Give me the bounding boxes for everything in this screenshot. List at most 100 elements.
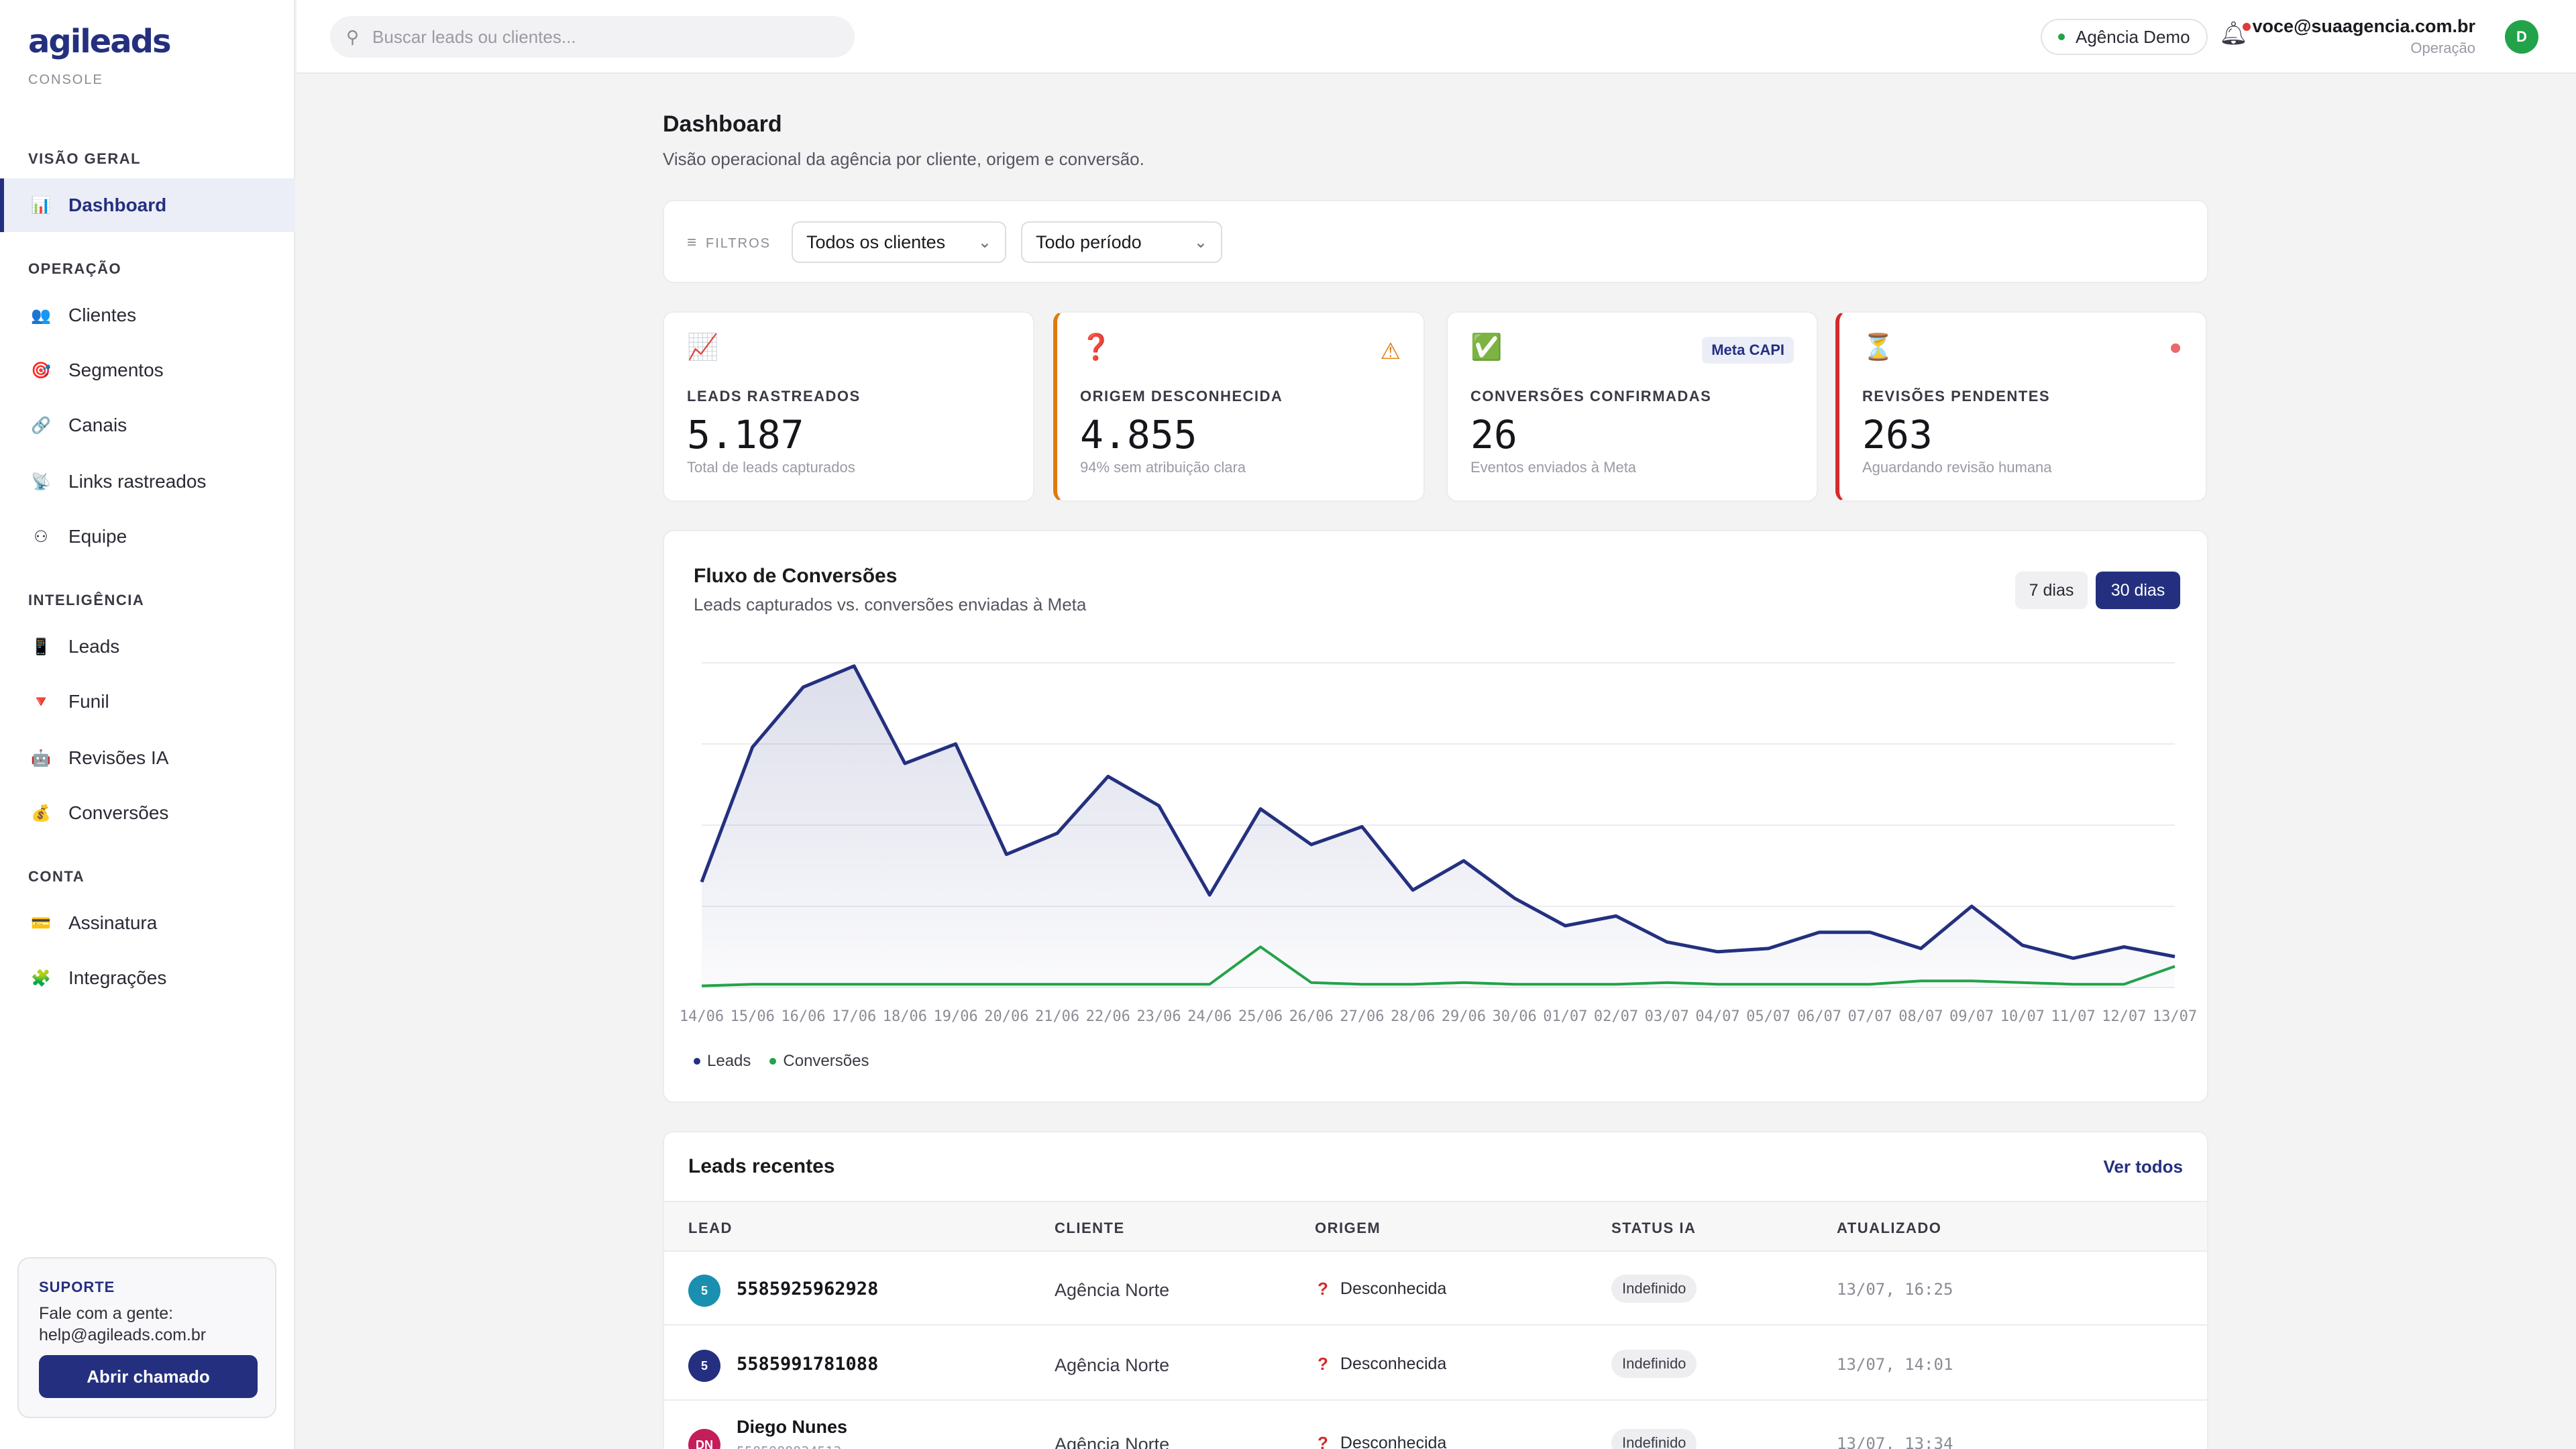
x-tick-label: 28/06: [1391, 1008, 1435, 1025]
view-all-link[interactable]: Ver todos: [2103, 1157, 2183, 1177]
agency-selector[interactable]: Agência Demo: [2041, 19, 2208, 55]
range-7-days-button[interactable]: 7 dias: [2015, 572, 2088, 609]
chevron-down-icon: ⌄: [1193, 233, 1208, 252]
page-subtitle: Visão operacional da agência por cliente…: [663, 149, 1144, 169]
x-tick-label: 07/07: [1848, 1008, 1892, 1025]
chevron-down-icon: ⌄: [977, 233, 991, 252]
column-header-lead[interactable]: LEAD: [688, 1220, 733, 1236]
brand-logo[interactable]: agileads: [28, 23, 172, 60]
sidebar-item-assinatura[interactable]: 💳 Assinatura: [0, 896, 295, 950]
people-icon: 👥: [31, 306, 51, 325]
sidebar-item-label: Equipe: [68, 526, 127, 547]
user-menu[interactable]: voce@suaagencia.com.br Operação: [2253, 16, 2475, 57]
search-input[interactable]: ⚲ Buscar leads ou clientes...: [330, 16, 855, 58]
kpi-card-conversions: ✅ Meta CAPI CONVERSÕES CONFIRMADAS 26 Ev…: [1446, 311, 1818, 502]
table-row[interactable]: 5 5585925962928 Agência Norte ? Desconhec…: [664, 1252, 2207, 1326]
kpi-value: 26: [1470, 412, 1517, 458]
bar-chart-icon: 📊: [31, 196, 51, 215]
open-ticket-button[interactable]: Abrir chamado: [39, 1355, 258, 1398]
column-header-updated[interactable]: ATUALIZADO: [1837, 1220, 1942, 1236]
hourglass-icon: ⏳: [1862, 333, 1894, 362]
client-select[interactable]: Todos os clientes ⌄: [792, 221, 1006, 263]
phone-icon: 📱: [31, 637, 51, 656]
x-tick-label: 22/06: [1086, 1008, 1130, 1025]
conversion-flow-card: Fluxo de Conversões Leads capturados vs.…: [663, 530, 2208, 1103]
check-icon: ✅: [1470, 333, 1503, 362]
status-dot: [2058, 34, 2065, 40]
filters-label-text: FILTROS: [706, 236, 771, 251]
x-tick-label: 01/07: [1543, 1008, 1587, 1025]
kpi-label: CONVERSÕES CONFIRMADAS: [1470, 388, 1712, 405]
support-title: SUPORTE: [39, 1279, 115, 1295]
section-title-overview: VISÃO GERAL: [28, 150, 142, 167]
column-header-status[interactable]: STATUS IA: [1611, 1220, 1697, 1236]
kpi-label: ORIGEM DESCONHECIDA: [1080, 388, 1283, 405]
lead-name[interactable]: Diego Nunes: [737, 1417, 848, 1437]
sidebar-item-label: Dashboard: [68, 195, 167, 215]
sidebar-item-revisoes-ia[interactable]: 🤖 Revisões IA: [0, 731, 295, 785]
sidebar-item-equipe[interactable]: ⚇ Equipe: [0, 510, 295, 564]
lead-client: Agência Norte: [1055, 1434, 1170, 1449]
avatar[interactable]: D: [2505, 20, 2538, 54]
legend-swatch: [694, 1058, 700, 1065]
x-tick-label: 17/06: [832, 1008, 876, 1025]
sidebar-item-segmentos[interactable]: 🎯 Segmentos: [0, 343, 295, 397]
sidebar-item-integracoes[interactable]: 🧩 Integrações: [0, 951, 295, 1005]
support-box: SUPORTE Fale com a gente: help@agileads.…: [17, 1257, 276, 1418]
sidebar-item-conversoes[interactable]: 💰 Conversões: [0, 786, 295, 840]
x-tick-label: 15/06: [731, 1008, 775, 1025]
question-icon: ❓: [1080, 333, 1112, 362]
legend-label: Leads: [707, 1052, 751, 1070]
period-select[interactable]: Todo período ⌄: [1021, 221, 1222, 263]
topbar: ⚲ Buscar leads ou clientes... Agência De…: [297, 0, 2576, 74]
conversion-chart: 14/06 15/06 16/06 17/06 18/06 19/06 20/06 21/06…: [680, 662, 2197, 1025]
x-tick-label: 08/07: [1898, 1008, 1943, 1025]
client-select-value: Todos os clientes: [806, 231, 946, 252]
x-tick-label: 24/06: [1187, 1008, 1232, 1025]
x-tick-label: 29/06: [1442, 1008, 1486, 1025]
x-tick-label: 21/06: [1035, 1008, 1079, 1025]
lead-origin: ? Desconhecida: [1318, 1354, 1446, 1375]
lead-updated: 13/07, 14:01: [1837, 1355, 1953, 1374]
lead-avatar: DN: [688, 1429, 720, 1449]
sidebar-item-links-rastreados[interactable]: 📡 Links rastreados: [0, 455, 295, 508]
filters-label: ≡ FILTROS: [687, 233, 771, 252]
search-icon: ⚲: [346, 26, 360, 47]
table-row[interactable]: DN Diego Nunes 5585988834513 Agência Nor…: [664, 1402, 2207, 1449]
target-icon: 🎯: [31, 361, 51, 380]
credit-card-icon: 💳: [31, 914, 51, 932]
user-email: voce@suaagencia.com.br: [2252, 16, 2475, 36]
support-email: help@agileads.com.br: [39, 1326, 207, 1344]
range-30-days-button[interactable]: 30 dias: [2096, 572, 2180, 609]
sidebar-item-clientes[interactable]: 👥 Clientes: [0, 288, 295, 342]
sidebar-item-label: Conversões: [68, 802, 169, 823]
lead-origin: ? Desconhecida: [1318, 1279, 1446, 1299]
x-tick-label: 04/07: [1695, 1008, 1739, 1025]
x-tick-label: 20/06: [984, 1008, 1028, 1025]
lead-avatar: 5: [688, 1350, 720, 1382]
meta-capi-badge: Meta CAPI: [1702, 337, 1794, 364]
x-tick-label: 14/06: [680, 1008, 724, 1025]
status-badge: Indefinido: [1611, 1429, 1697, 1449]
section-title-intelligence: INTELIGÊNCIA: [28, 592, 145, 608]
satellite-icon: 📡: [31, 472, 51, 491]
status-badge: Indefinido: [1611, 1350, 1697, 1378]
sidebar-item-leads[interactable]: 📱 Leads: [0, 620, 295, 674]
lead-name[interactable]: 5585925962928: [737, 1279, 879, 1299]
warning-icon: ⚠: [1380, 339, 1401, 364]
notification-bell-icon[interactable]: 🔔︎: [2219, 20, 2251, 47]
x-tick-label: 11/07: [2051, 1008, 2095, 1025]
x-tick-label: 16/06: [781, 1008, 825, 1025]
column-header-client[interactable]: CLIENTE: [1055, 1220, 1125, 1236]
page-title: Dashboard: [663, 111, 782, 137]
lead-name[interactable]: 5585991781088: [737, 1354, 879, 1375]
sidebar-item-dashboard[interactable]: 📊 Dashboard: [0, 178, 295, 232]
x-tick-label: 09/07: [1949, 1008, 1994, 1025]
sidebar-item-canais[interactable]: 🔗 Canais: [0, 398, 295, 452]
filters-bar: ≡ FILTROS Todos os clientes ⌄ Todo período…: [663, 200, 2208, 283]
table-row[interactable]: 5 5585991781088 Agência Norte ? Desconhec…: [664, 1327, 2207, 1401]
robot-icon: 🤖: [31, 749, 51, 767]
sidebar-item-funil[interactable]: 🔻 Funil: [0, 675, 295, 729]
column-header-origin[interactable]: ORIGEM: [1315, 1220, 1381, 1236]
x-tick-label: 10/07: [2000, 1008, 2045, 1025]
